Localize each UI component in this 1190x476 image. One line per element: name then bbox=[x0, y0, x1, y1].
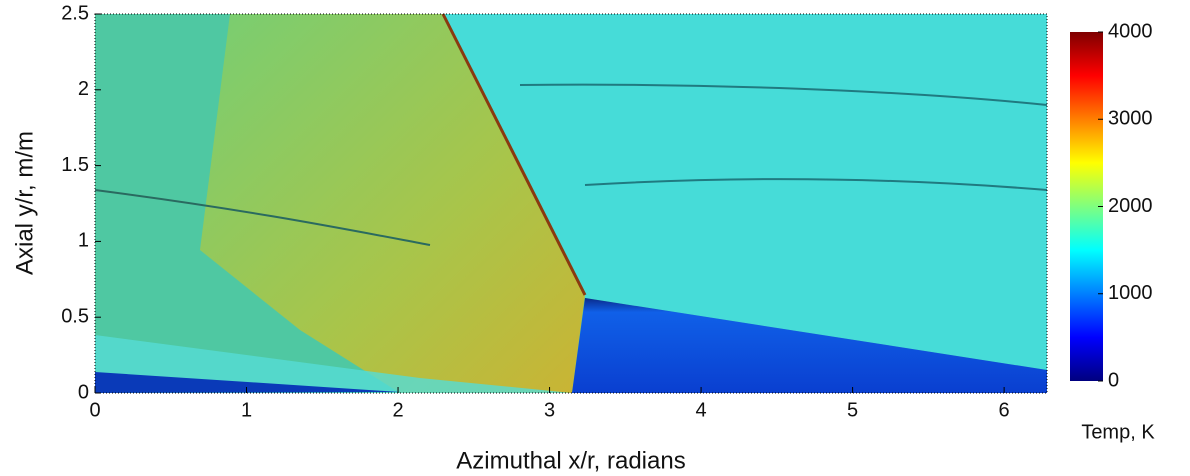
x-axis-label: Azimuthal x/r, radians bbox=[456, 447, 685, 474]
chart: Azimuthal x/r, radians Axial y/r, m/m Te… bbox=[0, 0, 1190, 476]
colorbar-tick-label: 2000 bbox=[1108, 195, 1153, 217]
colorbar-tick-label: 0 bbox=[1108, 369, 1119, 391]
y-tick-label: 2 bbox=[78, 78, 89, 100]
x-tick-label: 5 bbox=[847, 399, 858, 421]
y-axis-label: Axial y/r, m/m bbox=[11, 131, 38, 275]
colorbar-tick-label: 1000 bbox=[1108, 282, 1153, 304]
x-tick-label: 6 bbox=[999, 399, 1010, 421]
page: Azimuthal x/r, radians Axial y/r, m/m Te… bbox=[0, 0, 1190, 476]
y-tick-label: 0 bbox=[78, 381, 89, 403]
colorbar-tick-label: 4000 bbox=[1108, 20, 1153, 42]
field bbox=[95, 14, 1047, 393]
y-tick-label: 2.5 bbox=[61, 2, 89, 24]
x-tick-label: 4 bbox=[696, 399, 707, 421]
colorbar-tick-label: 3000 bbox=[1108, 108, 1153, 130]
x-tick-label: 1 bbox=[241, 399, 252, 421]
x-tick-label: 0 bbox=[89, 399, 100, 421]
y-tick-label: 0.5 bbox=[61, 305, 89, 327]
x-tick-label: 2 bbox=[392, 399, 403, 421]
colorbar-label: Temp, K bbox=[1081, 421, 1155, 443]
x-tick-label: 3 bbox=[544, 399, 555, 421]
y-tick-label: 1.5 bbox=[61, 154, 89, 176]
y-tick-label: 1 bbox=[78, 230, 89, 252]
